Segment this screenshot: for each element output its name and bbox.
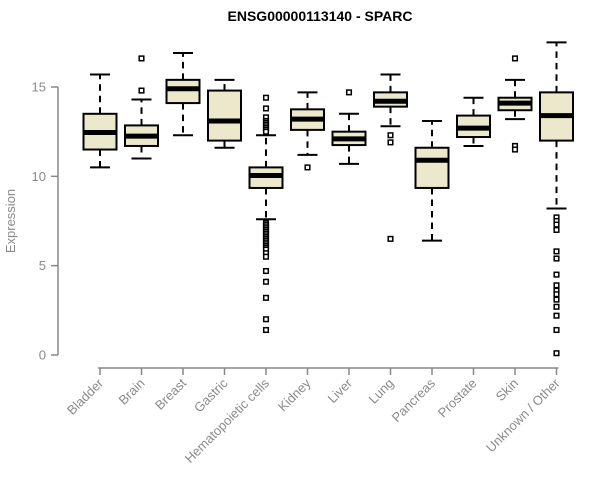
outlier-point — [262, 316, 270, 323]
y-axis-title: Expression — [3, 189, 18, 253]
outlier-point — [553, 326, 560, 334]
x-tick-label-kidney: Kidney — [275, 375, 314, 414]
x-tick-label-bladder: Bladder — [64, 375, 107, 418]
outlier-point — [553, 226, 560, 233]
x-tick-label-gastric: Gastric — [191, 375, 231, 415]
x-tick-label-prostate: Prostate — [435, 376, 480, 421]
box-hematopoietic-cells — [248, 94, 284, 334]
x-tick-label-breast: Breast — [152, 375, 189, 412]
box-brain — [124, 55, 159, 160]
outlier-point — [345, 89, 353, 96]
outlier-point — [262, 128, 270, 135]
iqr-box — [414, 146, 450, 189]
box-prostate — [456, 96, 491, 147]
chart-title: ENSG00000113140 - SPARC — [228, 8, 413, 24]
outlier-point — [387, 139, 394, 146]
outlier-point — [553, 221, 560, 228]
outlier-point — [138, 87, 145, 94]
outlier-point — [262, 105, 270, 112]
x-tick-label-liver: Liver — [325, 375, 356, 406]
y-tick-label: 10 — [32, 169, 46, 184]
outlier-point — [262, 267, 270, 275]
y-tick-label: 15 — [32, 80, 46, 95]
outlier-point — [553, 312, 560, 319]
outlier-point — [138, 55, 145, 62]
x-tick-label-pancreas: Pancreas — [389, 375, 439, 425]
x-tick-label-lung: Lung — [366, 376, 397, 407]
outlier-point — [262, 94, 270, 101]
outlier-point — [553, 255, 560, 262]
iqr-box — [165, 78, 201, 105]
box-lung — [373, 73, 408, 242]
outlier-point — [511, 55, 519, 62]
outlier-point — [262, 294, 270, 301]
box-gastric — [207, 78, 242, 149]
box-unknown-other — [539, 41, 574, 357]
outlier-point — [553, 303, 560, 310]
box-kidney — [290, 91, 325, 171]
outlier-point — [553, 282, 560, 289]
box-skin — [497, 55, 533, 153]
box-bladder — [82, 73, 118, 169]
y-tick-label: 5 — [39, 258, 46, 273]
outlier-point — [553, 296, 560, 303]
iqr-box — [207, 89, 242, 142]
outlier-point — [553, 350, 560, 357]
outlier-point — [262, 278, 270, 285]
outlier-point — [553, 248, 560, 255]
box-breast — [165, 52, 201, 137]
x-tick-label-unknown-other: Unknown / Other — [483, 375, 563, 455]
outlier-point — [387, 235, 394, 242]
outlier-point — [262, 326, 270, 334]
outlier-point — [387, 132, 394, 139]
x-tick-label-brain: Brain — [116, 376, 148, 408]
x-tick-label-skin: Skin — [493, 376, 521, 404]
y-tick-label: 0 — [39, 348, 46, 363]
outlier-point — [553, 271, 560, 278]
outlier-point — [262, 253, 270, 260]
outlier-point — [511, 146, 519, 153]
outlier-point — [553, 291, 560, 298]
outlier-point — [304, 164, 311, 171]
box-pancreas — [414, 119, 450, 242]
box-liver — [331, 89, 367, 165]
